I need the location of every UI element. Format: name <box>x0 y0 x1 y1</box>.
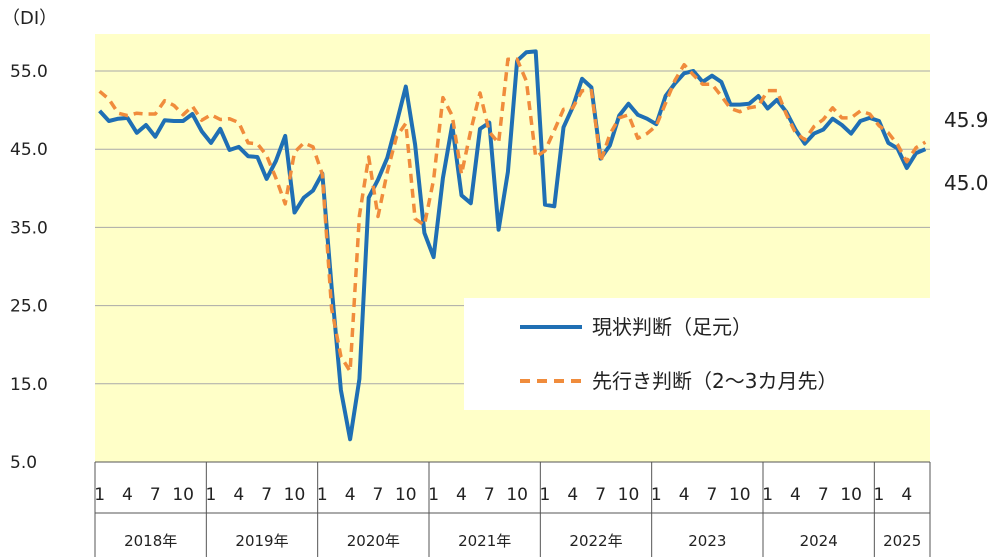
x-tick-label: 4 <box>567 485 578 505</box>
y-tick-label: 25.0 <box>10 297 48 317</box>
year-label: 2021年 <box>458 532 511 550</box>
x-tick-label: 7 <box>818 485 829 505</box>
x-tick-label: 10 <box>395 485 417 505</box>
x-tick-label: 1 <box>540 485 551 505</box>
year-label: 2023 <box>688 532 726 550</box>
x-tick-label: 1 <box>762 485 773 505</box>
x-tick-label: 10 <box>284 485 306 505</box>
x-tick-label: 7 <box>373 485 384 505</box>
x-tick-label: 4 <box>901 485 912 505</box>
end-value-current: 45.0 <box>944 171 989 195</box>
x-tick-label: 10 <box>618 485 640 505</box>
x-tick-label: 1 <box>94 485 105 505</box>
x-tick-label: 7 <box>595 485 606 505</box>
x-tick-label: 7 <box>484 485 495 505</box>
x-tick-label: 4 <box>233 485 244 505</box>
legend-label-current: 現状判断（足元） <box>592 315 752 339</box>
x-tick-label: 10 <box>506 485 528 505</box>
x-tick-label: 4 <box>790 485 801 505</box>
legend-label-outlook: 先行き判断（2～3カ月先） <box>592 369 837 393</box>
year-label: 2022年 <box>569 532 622 550</box>
y-tick-label: 5.0 <box>10 453 37 473</box>
y-tick-label: 15.0 <box>10 375 48 395</box>
x-tick-label: 7 <box>150 485 161 505</box>
x-tick-label: 1 <box>206 485 217 505</box>
legend-box <box>464 298 930 410</box>
x-tick-label: 1 <box>317 485 328 505</box>
y-axis-ticks: 5.0 15.0 25.0 35.0 45.0 55.0 <box>10 62 48 473</box>
year-label: 2020年 <box>347 532 400 550</box>
y-axis-label: （DI） <box>2 8 57 29</box>
year-label: 2024 <box>800 532 838 550</box>
end-value-outlook: 45.9 <box>944 108 989 132</box>
x-tick-label: 7 <box>707 485 718 505</box>
x-tick-label: 10 <box>172 485 194 505</box>
year-label: 2025 <box>883 532 921 550</box>
series-line-outlook <box>98 57 927 374</box>
y-tick-label: 45.0 <box>10 140 48 160</box>
y-tick-label: 35.0 <box>10 218 48 238</box>
x-tick-label: 4 <box>345 485 356 505</box>
x-tick-label: 7 <box>261 485 272 505</box>
y-tick-label: 55.0 <box>10 62 48 82</box>
x-tick-label: 1 <box>874 485 885 505</box>
year-label: 2018年 <box>124 532 177 550</box>
x-tick-label: 4 <box>456 485 467 505</box>
legend: 現状判断（足元） 先行き判断（2～3カ月先） <box>520 315 837 393</box>
x-tick-label: 1 <box>651 485 662 505</box>
x-tick-label: 10 <box>729 485 751 505</box>
year-label: 2019年 <box>235 532 288 550</box>
x-tick-label: 10 <box>840 485 862 505</box>
x-tick-label: 1 <box>428 485 439 505</box>
x-tick-label: 4 <box>122 485 133 505</box>
x-tick-label: 4 <box>679 485 690 505</box>
series-lines <box>98 49 927 442</box>
